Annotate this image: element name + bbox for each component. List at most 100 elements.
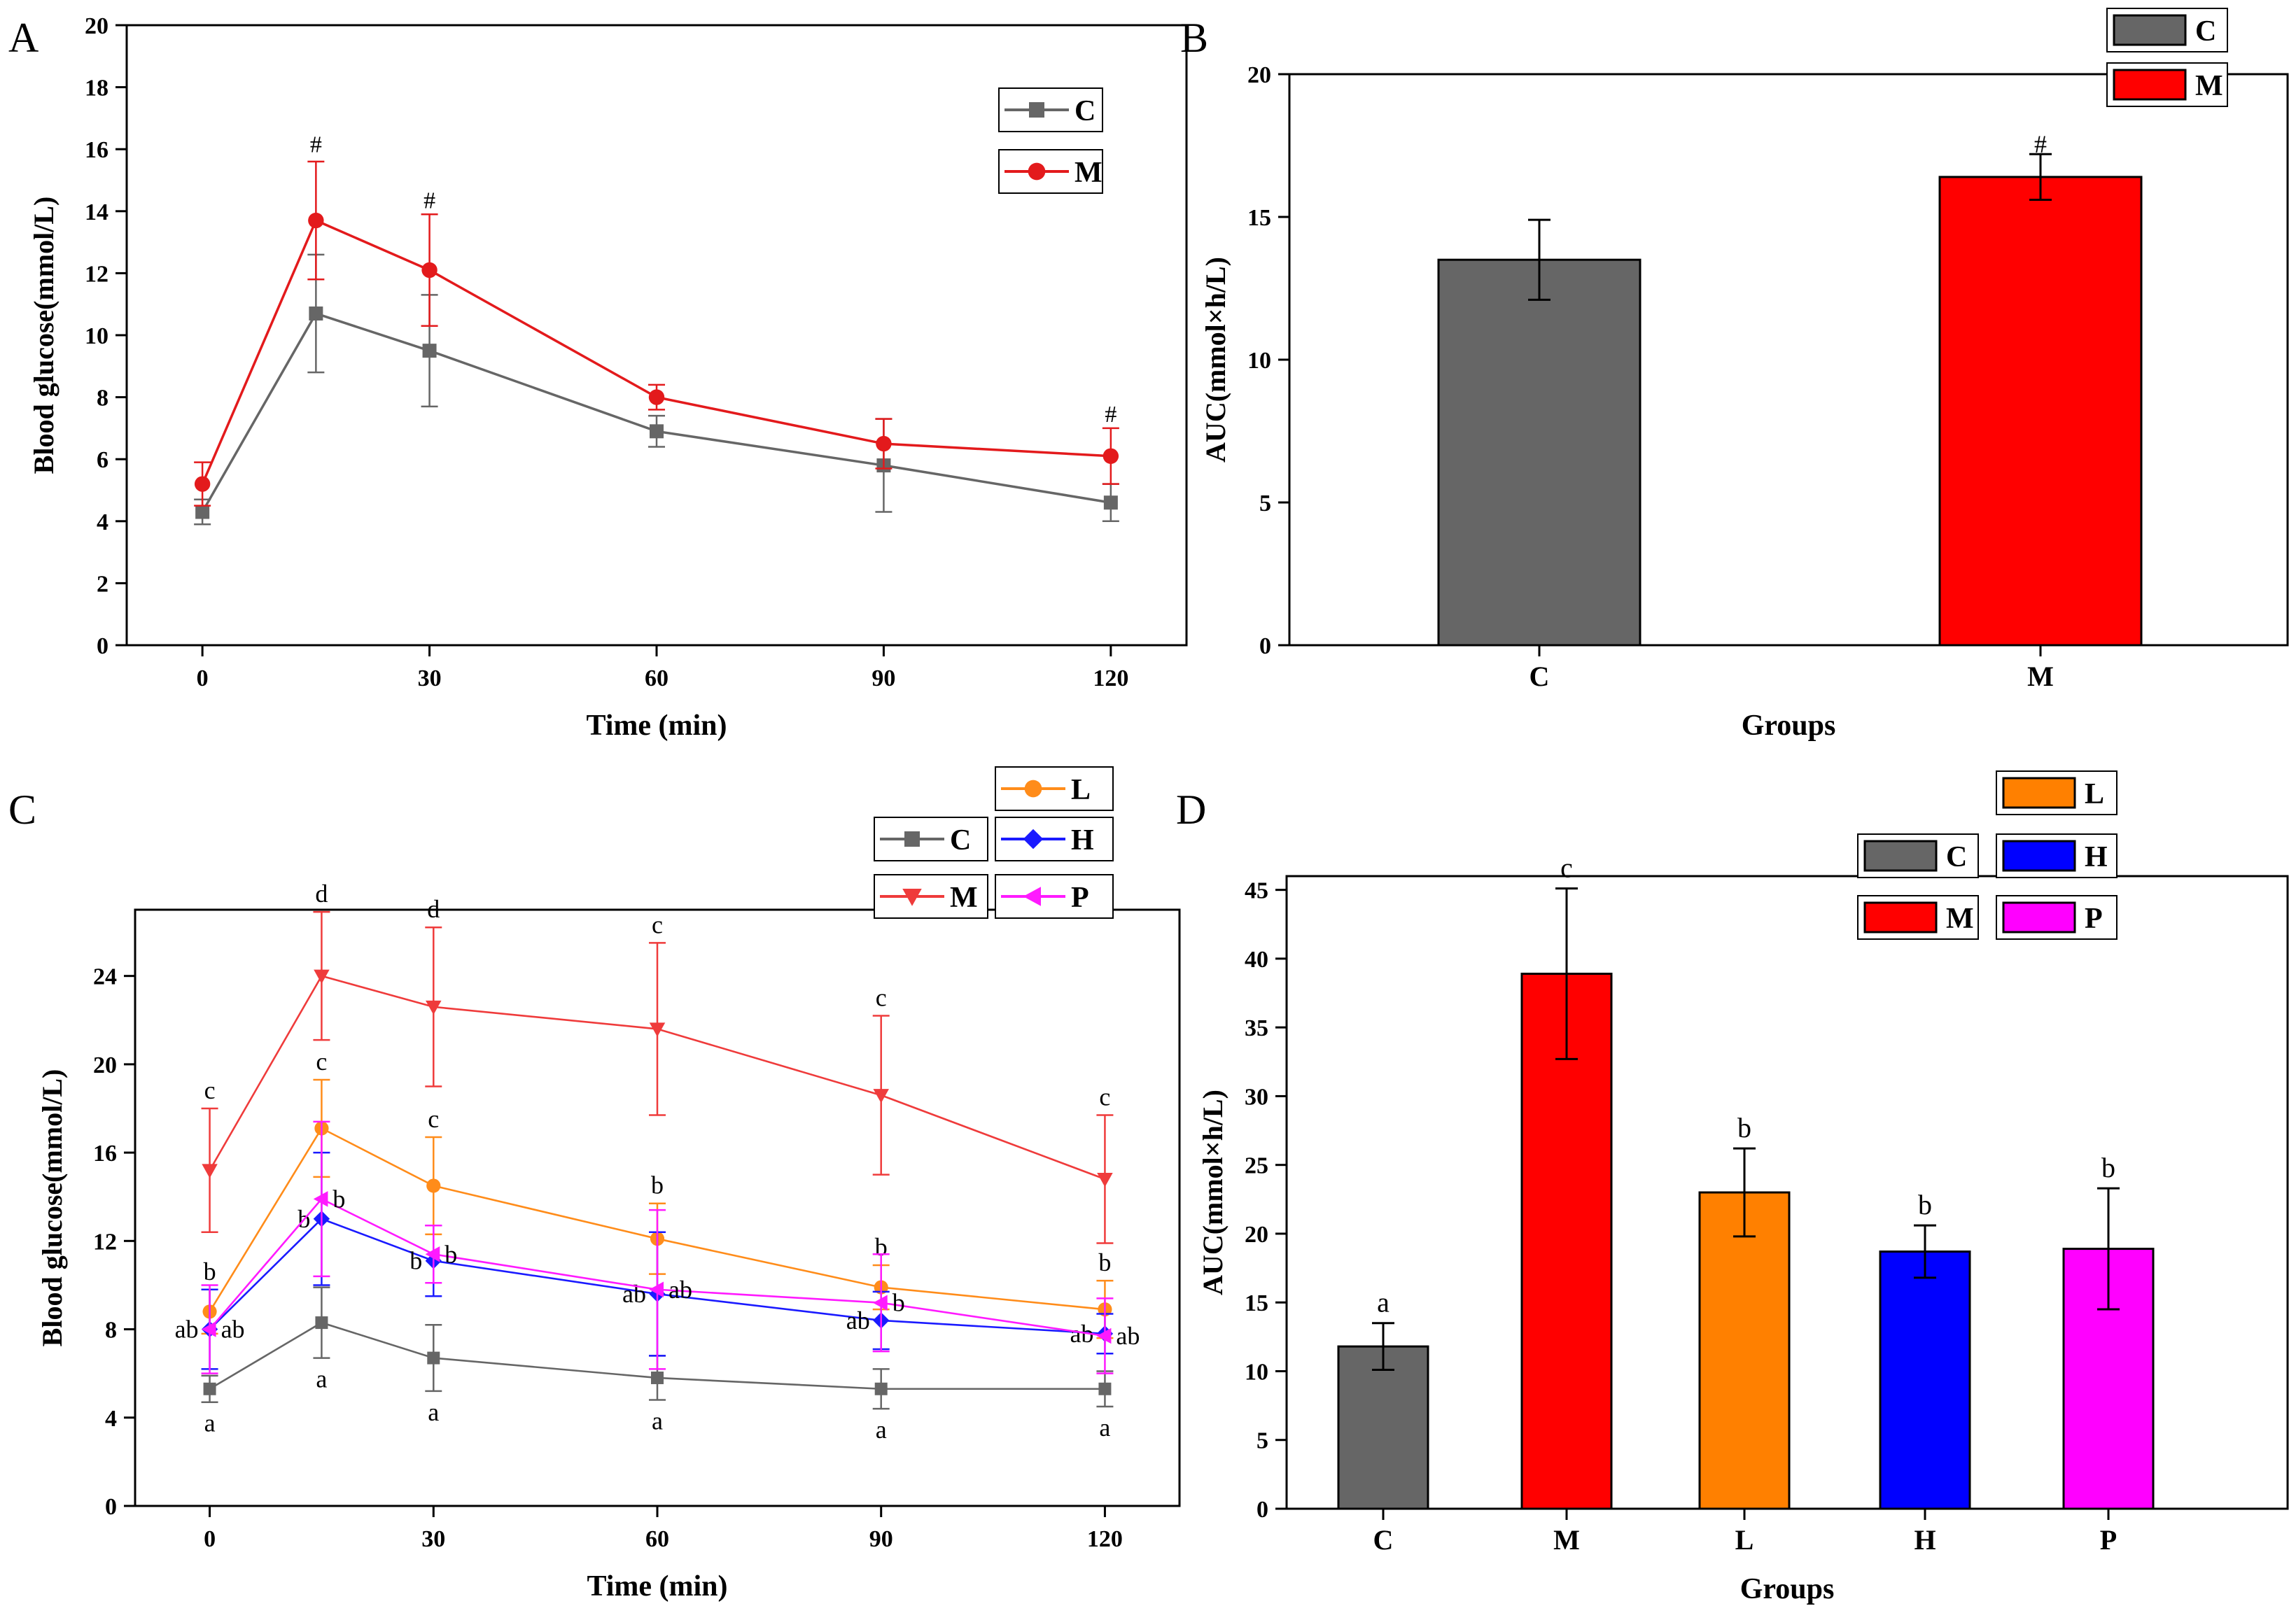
panel-b-bar-c bbox=[1437, 258, 1642, 647]
panel-c-p-sig-label: ab bbox=[221, 1316, 245, 1344]
panel-d-ytick-label: 15 bbox=[1245, 1290, 1268, 1316]
panel-a-xtick-label: 60 bbox=[645, 665, 668, 691]
panel-c-series-l-line bbox=[209, 1127, 1105, 1312]
panel-c-m-point bbox=[202, 1164, 218, 1178]
panel-a-sig-hash: # bbox=[1105, 402, 1116, 428]
panel-c-h-sig-label: ab bbox=[175, 1316, 199, 1344]
panel-d-legend-l-swatch bbox=[2002, 777, 2076, 809]
panel-d-bar-l bbox=[1698, 1191, 1791, 1510]
panel-d-ytick-label: 30 bbox=[1245, 1084, 1268, 1110]
panel-a-xtick-label: 120 bbox=[1093, 665, 1128, 691]
panel-a-c-point bbox=[309, 306, 323, 321]
panel-d-ytick-label: 20 bbox=[1245, 1222, 1268, 1248]
panel-c-series-h-line bbox=[209, 1218, 1105, 1335]
panel-c-series-p-line bbox=[209, 1197, 1105, 1337]
panel-c-p-sig-label: ab bbox=[668, 1276, 692, 1304]
panel-c-l-sig-label: b bbox=[651, 1171, 664, 1199]
panel-d-legend-c-label: C bbox=[1946, 841, 1967, 873]
panel-b-bar-m-errorbar bbox=[2029, 153, 2052, 202]
panel-c-m-point bbox=[314, 969, 330, 984]
panel-c-legend-p-marker bbox=[1023, 887, 1041, 906]
panel-a-sig-hash: # bbox=[310, 132, 322, 158]
panel-c-m-sig-label: d bbox=[427, 895, 440, 923]
panel-a-legend-m: M bbox=[998, 149, 1103, 194]
panel-c-legend-c: C bbox=[874, 817, 988, 861]
panel-a-ytick-label: 20 bbox=[85, 13, 108, 39]
panel-c-p-sig-label: ab bbox=[1116, 1322, 1140, 1350]
panel-c-ytick-label: 4 bbox=[105, 1406, 117, 1432]
panel-c-legend-m-marker bbox=[902, 889, 922, 906]
panel-b-letter: B bbox=[1180, 15, 1208, 61]
panel-c-h-sig-label: ab bbox=[846, 1306, 870, 1334]
panel-a-sig-hash: # bbox=[424, 188, 435, 213]
panel-c-c-sig-label: a bbox=[652, 1407, 663, 1435]
panel-d-legend-h: H bbox=[1996, 833, 2118, 878]
panel-c-c-point bbox=[203, 1382, 216, 1395]
panel-a-xtick-label: 90 bbox=[872, 665, 895, 691]
panel-c-xlabel: Time (min) bbox=[587, 1570, 727, 1603]
panel-c-ylabel: Blood glucose(mmol/L) bbox=[36, 1069, 68, 1347]
panel-d-legend-m-label: M bbox=[1946, 903, 1974, 935]
panel-a-ytick-label: 2 bbox=[97, 571, 108, 597]
panel-c-legend-l: L bbox=[995, 766, 1114, 811]
panel-d-xtick-label: H bbox=[1914, 1524, 1935, 1556]
panel-d-bar-h bbox=[1879, 1251, 1971, 1510]
panel-c-xtick-label: 90 bbox=[869, 1526, 893, 1552]
panel-c-c-sig-label: a bbox=[316, 1365, 327, 1393]
panel-b-ytick-label: 15 bbox=[1247, 205, 1271, 231]
panel-c-series-c-line bbox=[209, 1321, 1105, 1390]
panel-b-legend-m-swatch bbox=[2113, 69, 2187, 101]
panel-c-xtick-label: 60 bbox=[645, 1526, 669, 1552]
panel-d-legend-m-swatch bbox=[1863, 901, 1938, 934]
panel-c-p-sig-label: b bbox=[332, 1185, 345, 1213]
panel-b-legend-c: C bbox=[2106, 8, 2228, 52]
panel-d-bar-h-errorbar bbox=[1914, 1224, 1936, 1279]
panel-c-c-sig-label: a bbox=[1099, 1414, 1110, 1442]
panel-d-bar-m bbox=[1520, 973, 1613, 1510]
panel-c-xtick-label: 30 bbox=[421, 1526, 445, 1552]
panel-c-c-point bbox=[315, 1316, 328, 1330]
panel-c-legend-h-label: H bbox=[1071, 824, 1094, 857]
panel-a-c-point bbox=[195, 505, 210, 519]
panel-a-m-point bbox=[1102, 448, 1119, 464]
panel-d-ytick-label: 45 bbox=[1245, 878, 1268, 904]
panel-d-legend-l: L bbox=[1996, 770, 2118, 815]
panel-a-c-point bbox=[1103, 495, 1118, 510]
panel-b-ytick-label: 5 bbox=[1259, 491, 1271, 516]
panel-c-legend-p: P bbox=[995, 874, 1114, 919]
panel-b-ytick-label: 20 bbox=[1247, 62, 1271, 88]
panel-b-xtick-label: M bbox=[2027, 661, 2054, 692]
panel-c-p-point bbox=[201, 1321, 216, 1337]
panel-c-l-point bbox=[426, 1178, 441, 1193]
panel-c-m-point bbox=[1097, 1172, 1113, 1188]
panel-b-bar-m-sig-hash: # bbox=[2034, 130, 2047, 158]
panel-a-xtick-label: 0 bbox=[197, 665, 209, 691]
panel-c-c-sig-label: a bbox=[204, 1409, 216, 1437]
panel-d-ylabel: AUC(mmol×h/L) bbox=[1197, 1090, 1228, 1295]
panel-a-ytick-label: 10 bbox=[85, 323, 108, 349]
panel-d-legend-p-label: P bbox=[2085, 903, 2103, 935]
panel-c-c-point bbox=[651, 1371, 664, 1384]
panel-c-p-point bbox=[873, 1295, 888, 1311]
panel-c-legend-l-label: L bbox=[1071, 774, 1091, 806]
panel-b-ylabel: AUC(mmol×h/L) bbox=[1200, 257, 1231, 463]
panel-c-c-point bbox=[874, 1382, 888, 1395]
panel-d-bar-p-errorbar bbox=[2097, 1187, 2120, 1311]
panel-d-legend-h-swatch bbox=[2002, 840, 2076, 872]
panel-d-legend-c-swatch bbox=[1863, 840, 1938, 872]
panel-c-c-point bbox=[427, 1351, 440, 1365]
panel-d-bar-p-sig-label: b bbox=[2101, 1152, 2115, 1183]
panel-c-ytick-label: 24 bbox=[93, 964, 117, 990]
panel-c-xtick-label: 0 bbox=[204, 1526, 216, 1552]
panel-c-m-sig-label: c bbox=[204, 1076, 216, 1104]
panel-c-ytick-label: 0 bbox=[105, 1494, 117, 1520]
panel-b-xtick-label: C bbox=[1530, 661, 1550, 692]
panel-d-ytick-label: 5 bbox=[1256, 1428, 1268, 1454]
panel-c-legend-h: H bbox=[995, 817, 1114, 861]
panel-c-h-sig-label: b bbox=[410, 1247, 422, 1275]
panel-a-legend-c: C bbox=[998, 87, 1103, 132]
panel-a-ytick-label: 16 bbox=[85, 137, 108, 163]
panel-c-m-sig-label: c bbox=[652, 910, 663, 938]
panel-a-letter: A bbox=[8, 15, 38, 61]
